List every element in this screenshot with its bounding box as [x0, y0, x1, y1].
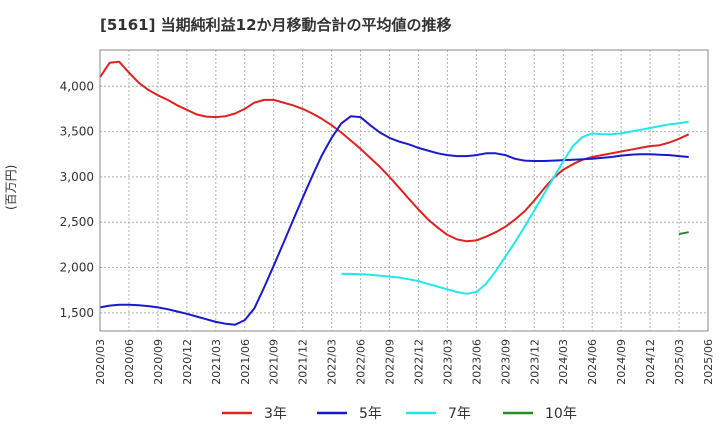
x-tick-label: 2020/06	[123, 339, 136, 385]
x-tick-label: 2022/12	[412, 339, 425, 385]
x-tick-label: 2023/12	[528, 339, 541, 385]
series-line	[678, 231, 689, 235]
x-tick-label: 2024/09	[615, 339, 628, 385]
x-tick-label: 2021/06	[239, 339, 252, 385]
legend: 3年 5年 7年 10年	[222, 406, 577, 422]
x-tick-label: 2023/09	[499, 339, 512, 385]
x-tick-label: 2021/03	[210, 339, 223, 385]
x-tick-label: 2022/06	[355, 339, 368, 385]
plot-area-border	[99, 49, 709, 332]
series-lines	[99, 60, 690, 326]
series-line	[341, 120, 689, 295]
series-line	[99, 60, 690, 243]
y-tick-label: 2,500	[60, 215, 94, 229]
legend-item: 3年	[222, 406, 287, 422]
x-tick-label: 2022/03	[326, 339, 339, 385]
x-tick-labels: 2020/03 2020/06 2020/09 2020/12 2021/03 2021/…	[94, 339, 715, 385]
y-tick-label: 3,000	[60, 170, 94, 184]
x-tick-label: 2022/09	[384, 339, 397, 385]
legend-item: 5年	[317, 406, 382, 422]
y-tick-labels: 1,500 2,000 2,500 3,000 3,500 4,000	[60, 79, 94, 320]
grid-lines	[99, 50, 709, 331]
legend-label: 5年	[359, 406, 382, 422]
legend-label: 3年	[264, 406, 287, 422]
x-tick-label: 2021/09	[268, 339, 281, 385]
x-tick-label: 2024/06	[586, 339, 599, 385]
x-tick-label: 2025/06	[702, 339, 715, 385]
series-line	[99, 115, 689, 326]
x-tick-label: 2020/09	[152, 339, 165, 385]
y-tick-label: 1,500	[60, 306, 94, 320]
legend-label: 10年	[545, 406, 577, 422]
legend-label: 7年	[448, 406, 471, 422]
chart-title: [5161] 当期純利益12か月移動合計の平均値の推移	[100, 16, 452, 34]
y-tick-label: 2,000	[60, 261, 94, 275]
legend-item: 10年	[503, 406, 577, 422]
x-tick-label: 2024/12	[644, 339, 657, 385]
x-tick-label: 2020/12	[181, 339, 194, 385]
y-tick-label: 3,500	[60, 125, 94, 139]
x-tick-label: 2023/06	[470, 339, 483, 385]
x-tick-label: 2025/03	[673, 339, 686, 385]
x-tick-label: 2020/03	[94, 339, 107, 385]
y-tick-label: 4,000	[60, 79, 94, 93]
x-tick-label: 2021/12	[297, 339, 310, 385]
x-tick-label: 2024/03	[557, 339, 570, 385]
x-tick-label: 2023/03	[441, 339, 454, 385]
legend-item: 7年	[406, 406, 471, 422]
